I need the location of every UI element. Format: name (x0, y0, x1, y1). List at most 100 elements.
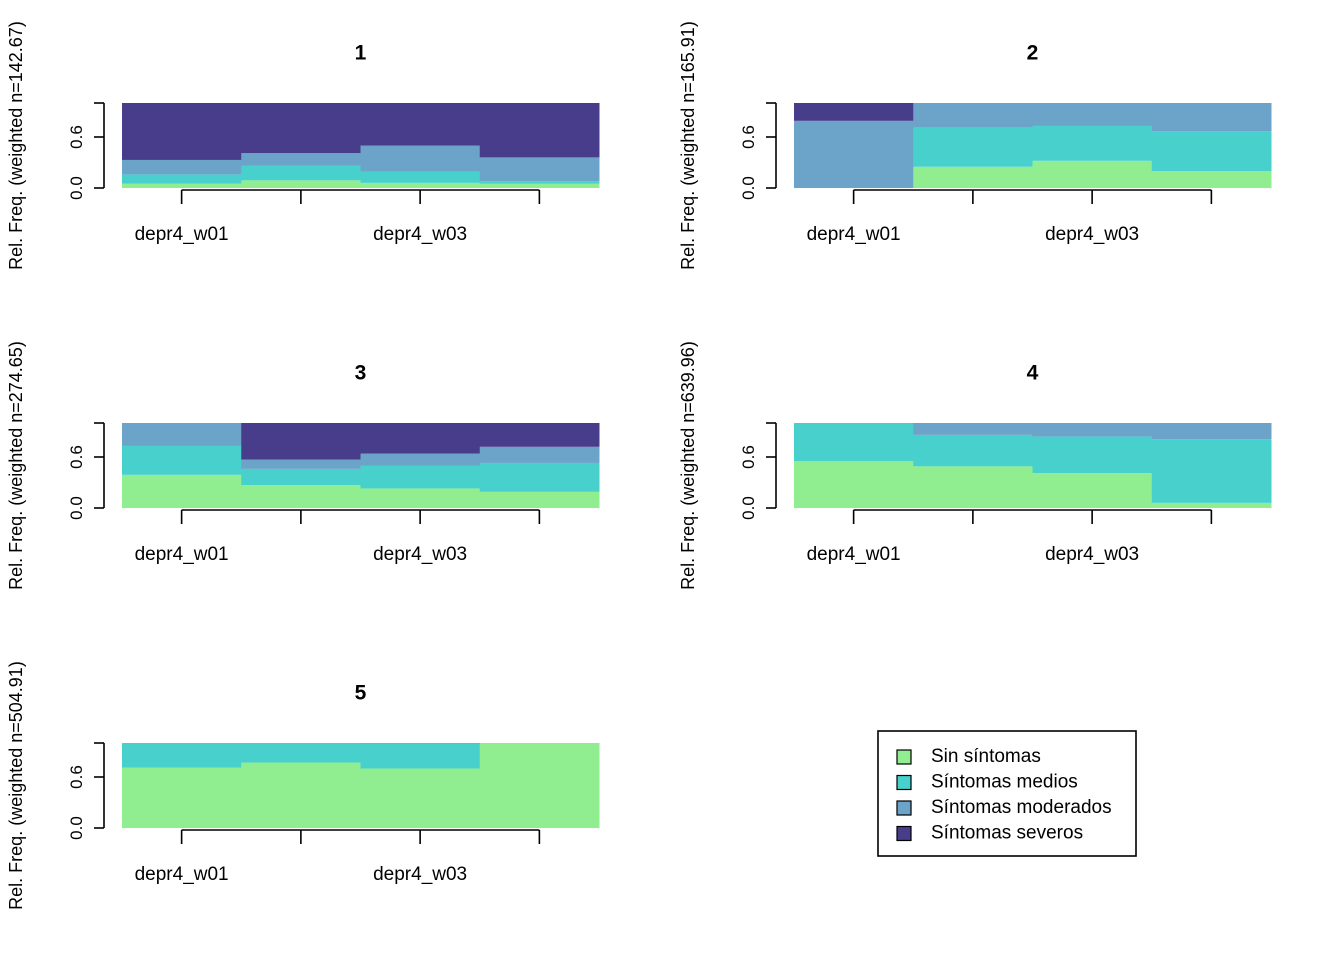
bar-segment-5-2-1 (241, 762, 361, 828)
bar-segment-2-1-3 (794, 120, 914, 188)
bar-segment-1-2-1 (241, 180, 361, 188)
bar-segment-3-2-1 (241, 485, 361, 508)
bar-segment-3-4-1 (479, 491, 600, 508)
bar-segment-1-2-4 (241, 103, 361, 154)
bar-segment-1-4-2 (479, 181, 600, 184)
legend-label: Sin síntomas (931, 746, 1041, 767)
legend-swatch (896, 749, 912, 765)
chart-panels: 1 0.0 0.6 Rel. Freq. (weighted n=142.67) dep… (6, 21, 1272, 910)
bar-segment-1-1-2 (122, 174, 242, 184)
bar-segment-1-3-3 (360, 145, 481, 172)
bar-segment-3-3-1 (360, 488, 481, 508)
legend-label: Síntomas moderados (931, 797, 1112, 818)
bar-segment-3-1-2 (122, 445, 242, 475)
x-tick-label: depr4_w03 (373, 224, 467, 245)
bar-segment-5-2-2 (241, 743, 361, 763)
bar-segment-2-2-2 (913, 127, 1033, 167)
y-axis-label: Rel. Freq. (weighted n=165.91) (678, 21, 698, 270)
bar-segment-4-3-2 (1032, 436, 1153, 474)
panel-title: 2 (1027, 42, 1039, 65)
legend-label: Síntomas medios (931, 772, 1078, 793)
y-tick-label: 0.0 (739, 176, 758, 200)
legend-swatch (896, 825, 912, 842)
chart-panel-3: 3 0.0 0.6 Rel. Freq. (weighted n=274.65) dep… (6, 341, 600, 590)
y-tick-label: 0.6 (67, 445, 86, 469)
x-tick-label: depr4_w03 (373, 544, 467, 565)
bar-segment-5-3-2 (360, 743, 481, 769)
x-tick-label: depr4_w01 (807, 224, 901, 245)
y-tick-label: 0.6 (67, 765, 86, 789)
bar-segment-3-3-3 (360, 453, 481, 466)
bar-segment-4-3-3 (1032, 423, 1153, 437)
legend-swatch (896, 774, 912, 791)
bar-segment-2-4-3 (1151, 103, 1272, 132)
bar-segment-3-3-2 (360, 465, 481, 489)
y-axis-label: Rel. Freq. (weighted n=274.65) (6, 341, 26, 590)
bar-segment-4-2-1 (913, 466, 1033, 508)
panel-title: 5 (355, 682, 367, 705)
bar-segment-3-1-1 (122, 474, 242, 508)
bar-segment-5-1-2 (122, 743, 242, 768)
x-tick-label: depr4_w01 (135, 224, 229, 245)
bar-segment-3-2-3 (241, 459, 361, 469)
bar-segment-3-1-3 (122, 423, 242, 446)
bar-segment-5-4-1 (479, 743, 600, 828)
bar-segment-3-4-3 (479, 446, 600, 463)
bar-segment-3-4-2 (479, 462, 600, 492)
bar-segment-3-2-4 (241, 423, 361, 460)
bar-segment-2-3-1 (1032, 160, 1153, 188)
bar-segment-2-2-3 (913, 103, 1033, 128)
bar-segment-1-1-1 (122, 183, 242, 188)
panel-title: 3 (355, 362, 367, 385)
y-tick-label: 0.6 (739, 125, 758, 149)
y-tick-label: 0.0 (739, 496, 758, 520)
x-tick-label: depr4_w03 (373, 864, 467, 885)
bar-segment-2-4-1 (1151, 171, 1272, 188)
bar-segment-2-3-2 (1032, 125, 1153, 161)
bar-segment-1-2-3 (241, 153, 361, 166)
x-tick-label: depr4_w03 (1045, 224, 1139, 245)
x-tick-label: depr4_w01 (807, 544, 901, 565)
bar-segment-4-4-3 (1151, 423, 1272, 440)
bar-segment-2-1-4 (794, 103, 914, 121)
chart-panel-2: 2 0.0 0.6 Rel. Freq. (weighted n=165.91) dep… (678, 21, 1272, 270)
legend-item: Síntomas medios (896, 772, 1078, 793)
y-axis-label: Rel. Freq. (weighted n=504.91) (6, 661, 26, 910)
bar-segment-3-3-4 (360, 423, 481, 454)
legend-item: Sin síntomas (896, 746, 1041, 767)
bar-segment-2-3-3 (1032, 103, 1153, 126)
bar-segment-1-4-1 (479, 183, 600, 188)
y-tick-label: 0.0 (67, 816, 86, 840)
bar-segment-3-4-4 (479, 423, 600, 447)
y-tick-label: 0.6 (739, 445, 758, 469)
y-tick-label: 0.0 (67, 176, 86, 200)
legend-item: Síntomas moderados (896, 797, 1112, 818)
bar-segment-4-2-2 (913, 434, 1033, 467)
bar-segment-5-3-3 (360, 743, 481, 744)
legend-swatch (896, 800, 912, 816)
legend-box (877, 730, 1137, 857)
bar-segment-4-4-2 (1151, 439, 1272, 503)
legend: Sin síntomas Síntomas medios Síntomas mode… (877, 730, 1137, 857)
bar-segment-2-4-2 (1151, 131, 1272, 171)
legend-item: Síntomas severos (896, 823, 1083, 844)
bar-segment-1-1-4 (122, 103, 242, 160)
chart-panel-4: 4 0.0 0.6 Rel. Freq. (weighted n=639.96) dep… (678, 341, 1272, 590)
bar-segment-1-3-4 (360, 103, 481, 146)
panel-title: 1 (355, 42, 367, 65)
bar-segment-4-1-2 (794, 423, 914, 462)
y-axis-label: Rel. Freq. (weighted n=639.96) (678, 341, 698, 590)
bar-segment-3-2-2 (241, 468, 361, 486)
x-tick-label: depr4_w01 (135, 544, 229, 565)
bar-segment-4-1-1 (794, 461, 914, 508)
bar-segment-4-4-1 (1151, 502, 1272, 508)
legend-label: Síntomas severos (931, 823, 1083, 844)
bar-segment-1-2-2 (241, 165, 361, 181)
bar-segment-5-3-1 (360, 768, 481, 828)
x-tick-label: depr4_w01 (135, 864, 229, 885)
y-tick-label: 0.6 (67, 125, 86, 149)
y-tick-label: 0.0 (67, 496, 86, 520)
x-tick-label: depr4_w03 (1045, 544, 1139, 565)
bar-segment-1-1-3 (122, 159, 242, 175)
bar-segment-1-3-1 (360, 182, 481, 188)
